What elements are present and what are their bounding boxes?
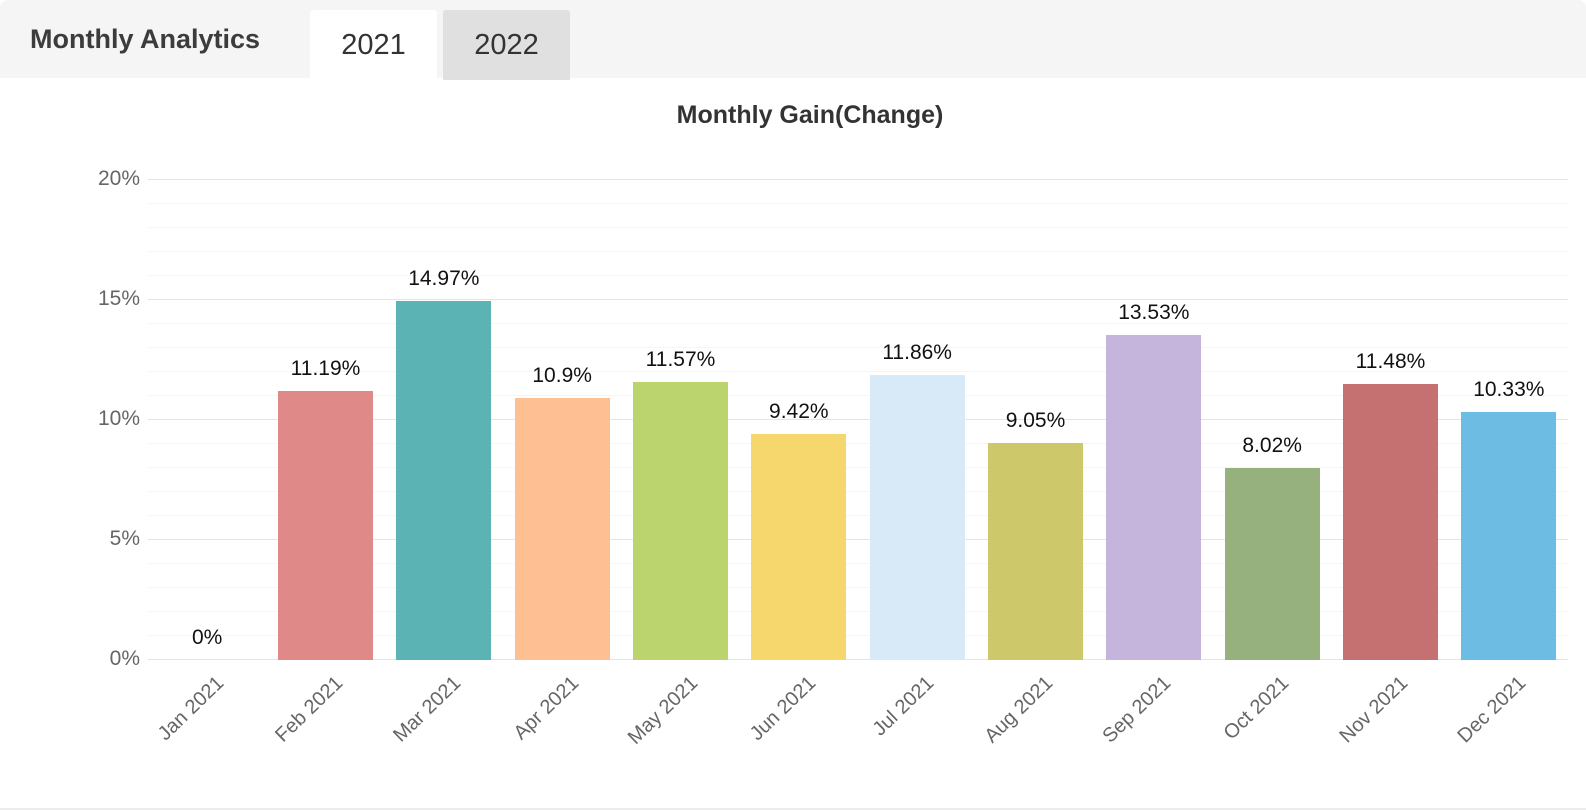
plot-area: 0% 11.19% 14.97% 10.9% 11.57% 9.42% 11.86% 9.05… xyxy=(148,179,1568,660)
year-tabs: 2021 2022 xyxy=(310,10,570,80)
x-tick-label-jan-2021: Jan 2021 xyxy=(153,672,229,745)
y-tick-label-0pct: 0% xyxy=(109,647,140,670)
minor-gridline xyxy=(148,611,1568,612)
bar-apr-2021[interactable] xyxy=(514,398,610,660)
bar-jun-2021[interactable] xyxy=(751,433,847,660)
minor-gridline xyxy=(148,275,1568,276)
value-label-sep-2021: 13.53% xyxy=(1118,301,1190,325)
value-label-mar-2021: 14.97% xyxy=(408,266,480,290)
tab-2022[interactable]: 2022 xyxy=(443,10,570,80)
value-label-jan-2021: 0% xyxy=(191,626,223,649)
bar-aug-2021[interactable] xyxy=(988,442,1083,660)
x-tick-label-jul-2021: Jul 2021 xyxy=(868,672,939,741)
x-tick-label-dec-2021: Dec 2021 xyxy=(1453,672,1531,748)
value-label-dec-2021: 10.33% xyxy=(1473,378,1545,402)
header-bar: Monthly Analytics 2021 2022 xyxy=(0,0,1586,80)
minor-gridline xyxy=(148,395,1568,396)
x-tick-label-sep-2021: Sep 2021 xyxy=(1098,672,1176,748)
x-tick-label-may-2021: May 2021 xyxy=(623,672,702,749)
value-label-apr-2021: 10.9% xyxy=(532,364,592,388)
minor-gridline xyxy=(148,563,1568,564)
x-tick-label-feb-2021: Feb 2021 xyxy=(270,672,347,747)
minor-gridline xyxy=(148,251,1568,252)
x-tick-label-apr-2021: Apr 2021 xyxy=(509,672,584,745)
major-gridline xyxy=(148,179,1568,180)
bar-dec-2021[interactable] xyxy=(1461,412,1557,660)
minor-gridline xyxy=(148,371,1568,372)
minor-gridline xyxy=(148,227,1568,228)
bar-oct-2021[interactable] xyxy=(1224,467,1320,660)
value-label-may-2021: 11.57% xyxy=(645,348,716,372)
bar-feb-2021[interactable] xyxy=(278,391,373,660)
minor-gridline xyxy=(148,635,1568,636)
value-label-feb-2021: 11.19% xyxy=(290,357,361,381)
value-label-nov-2021: 11.48% xyxy=(1355,350,1426,374)
y-tick-label-5pct: 5% xyxy=(109,527,140,550)
x-tick-label-nov-2021: Nov 2021 xyxy=(1334,672,1412,748)
bar-sep-2021[interactable] xyxy=(1106,335,1202,660)
bar-jul-2021[interactable] xyxy=(869,375,965,660)
page-title: Monthly Analytics xyxy=(30,24,261,54)
bar-mar-2021[interactable] xyxy=(396,300,492,660)
minor-gridline xyxy=(148,491,1568,492)
minor-gridline xyxy=(148,515,1568,516)
tab-2021[interactable]: 2021 xyxy=(310,10,437,80)
minor-gridline xyxy=(148,203,1568,204)
major-gridline xyxy=(148,659,1568,660)
x-tick-label-aug-2021: Aug 2021 xyxy=(979,672,1057,748)
minor-gridline xyxy=(148,323,1568,324)
minor-gridline xyxy=(148,347,1568,348)
bar-nov-2021[interactable] xyxy=(1343,384,1438,660)
value-label-oct-2021: 8.02% xyxy=(1242,433,1302,457)
major-gridline xyxy=(148,419,1568,420)
value-label-jun-2021: 9.42% xyxy=(769,399,829,423)
minor-gridline xyxy=(148,587,1568,588)
x-tick-label-jun-2021: Jun 2021 xyxy=(745,672,821,745)
bar-may-2021[interactable] xyxy=(633,382,728,660)
major-gridline xyxy=(148,299,1568,300)
major-gridline xyxy=(148,539,1568,540)
value-label-jul-2021: 11.86% xyxy=(882,341,952,365)
minor-gridline xyxy=(148,467,1568,468)
chart-title: Monthly Gain(Change) xyxy=(676,101,944,129)
y-tick-label-10pct: 10% xyxy=(97,407,140,430)
minor-gridline xyxy=(148,443,1568,444)
x-tick-label-oct-2021: Oct 2021 xyxy=(1219,672,1294,745)
y-tick-label-15pct: 15% xyxy=(97,287,140,310)
value-label-aug-2021: 9.05% xyxy=(1005,408,1066,432)
y-tick-label-20pct: 20% xyxy=(97,167,140,190)
x-tick-label-mar-2021: Mar 2021 xyxy=(389,672,466,747)
